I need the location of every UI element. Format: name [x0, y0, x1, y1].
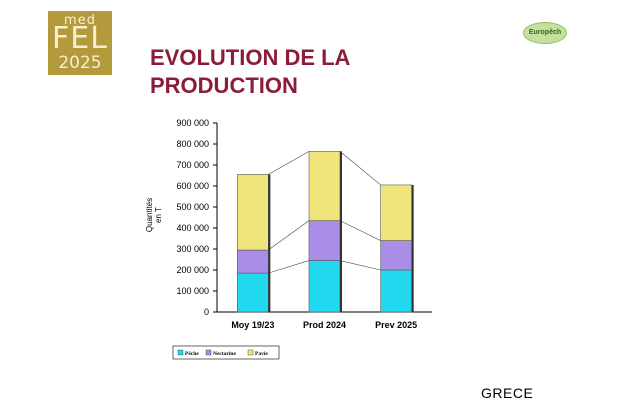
europech-logo-text: Europêch [528, 29, 562, 36]
series-connector-line [339, 260, 381, 271]
legend-box [172, 345, 280, 360]
legend-swatch [205, 349, 212, 356]
bar-segment-pêche [380, 269, 412, 313]
series-connector-line [268, 151, 310, 175]
slide-title-line2: PRODUCTION [150, 73, 298, 98]
bar-segment-pavie [308, 151, 341, 221]
y-tick-label: 600 000 [176, 181, 209, 191]
y-tick-label: 200 000 [176, 265, 209, 275]
y-tick-label: 300 000 [176, 244, 209, 254]
y-tick-label: 100 000 [176, 286, 209, 296]
series-connector-line [268, 220, 310, 251]
medfel-logo-year: 2025 [58, 53, 102, 73]
y-tick-label: 800 000 [176, 139, 209, 149]
bar-segment-pavie [237, 174, 269, 251]
series-connector-line [339, 220, 381, 241]
y-tick-label: 400 000 [176, 223, 209, 233]
bar-segment-nectarine [380, 240, 412, 271]
legend-swatch [177, 349, 184, 356]
x-tick-label: Prod 2024 [303, 320, 346, 330]
legend-label: Pêche [185, 351, 199, 357]
y-tick-label: 700 000 [176, 160, 209, 170]
y-axis-label-line2: en T [154, 207, 163, 223]
y-tick-label: 0 [204, 307, 209, 317]
x-tick-label: Prev 2025 [375, 320, 417, 330]
chart-tick-labels: 0 100 000 200 000 300 000 400 000 500 000 600 … [176, 118, 417, 330]
europech-logo: Europêch [523, 22, 567, 44]
y-tick-label: 500 000 [176, 202, 209, 212]
bar-segment-pavie [380, 184, 412, 241]
x-tick-label: Moy 19/23 [231, 320, 274, 330]
series-connector-line [268, 260, 310, 274]
series-connector-line [339, 151, 381, 186]
chart-legend: Pêche Nectarine Pavie [172, 345, 280, 360]
bar-segment-nectarine [308, 220, 341, 261]
legend-swatch [247, 349, 254, 356]
bar-segment-pêche [237, 272, 269, 313]
chart-bars [237, 151, 414, 313]
legend-label: Pavie [255, 351, 268, 357]
bar-segment-nectarine [237, 249, 269, 274]
legend-label: Nectarine [213, 351, 236, 357]
slide-title-line1: EVOLUTION DE LA [150, 45, 351, 70]
bar-segment-pêche [308, 260, 341, 313]
slide-title: EVOLUTION DE LA PRODUCTION [150, 44, 450, 100]
y-axis-label-line1: Quantités [145, 198, 154, 232]
medfel-logo-line1: med [64, 13, 96, 28]
medfel-logo: med FEL 2025 [48, 11, 112, 75]
y-tick-label: 900 000 [176, 118, 209, 128]
chart-connector-lines [268, 151, 381, 274]
country-label: GRECE [481, 385, 534, 401]
medfel-logo-line2: FEL [52, 21, 108, 56]
